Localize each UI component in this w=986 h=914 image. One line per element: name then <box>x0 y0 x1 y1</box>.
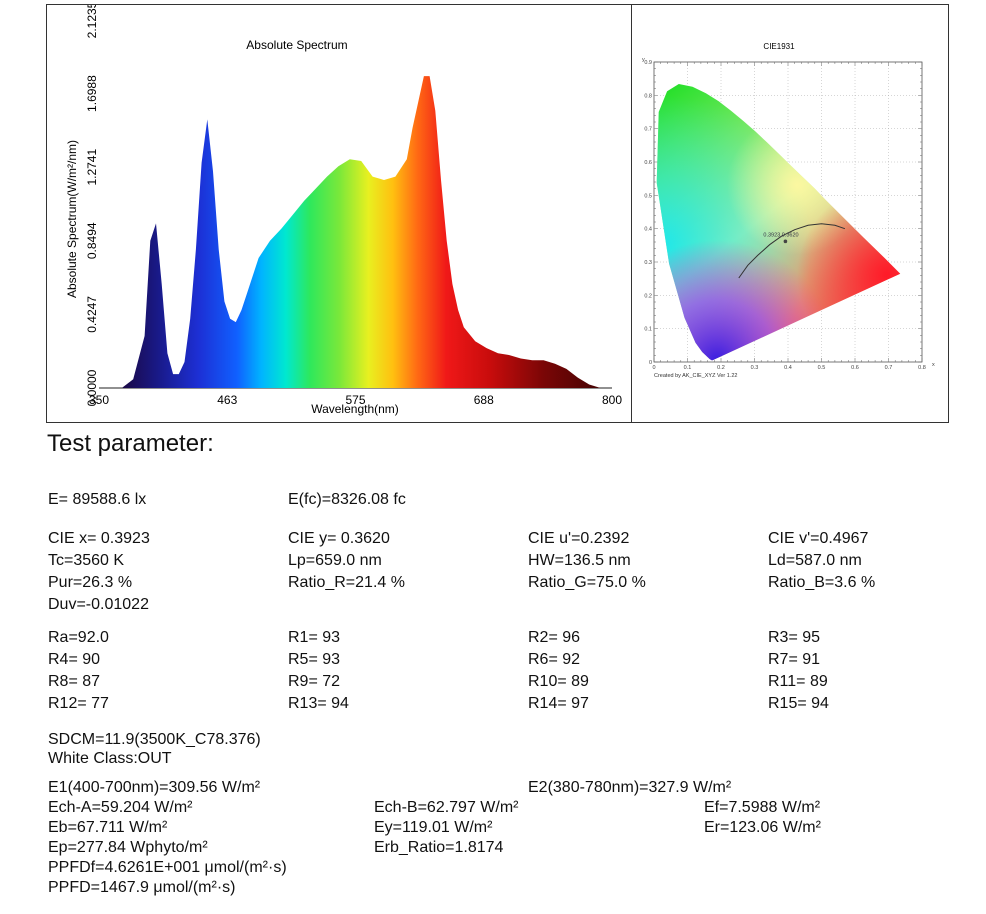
test-parameter-heading: Test parameter: <box>47 430 214 457</box>
cie-x-tick-label: 0.6 <box>851 365 859 371</box>
chromaticity-point-label: 0.3923,0.3620 <box>763 232 798 238</box>
spectrum-y-tick-label: 1.2741 <box>85 149 99 186</box>
cie-y-tick-label: 0.6 <box>644 160 652 166</box>
ey: Ey=119.01 W/m² <box>374 819 493 836</box>
cri-r4: R4= 90 <box>48 651 101 668</box>
eb: Eb=67.711 W/m² <box>48 819 168 836</box>
spectrum-x-ticks: 350 463 575 688 800 <box>89 393 622 407</box>
spectrum-x-tick-label: 575 <box>345 393 365 407</box>
ech-b: Ech-B=62.797 W/m² <box>374 799 519 816</box>
cri-r7: R7= 91 <box>768 651 821 668</box>
ef: Ef=7.5988 W/m² <box>704 799 821 816</box>
cie-y-tick-label: 0.2 <box>644 293 652 299</box>
cri-r11: R11= 89 <box>768 673 828 690</box>
cie-x: CIE x= 0.3923 <box>48 530 150 547</box>
ratio-g: Ratio_G=75.0 % <box>528 574 646 591</box>
spectrum-y-label: Absolute Spectrum(W/m²/nm) <box>65 140 79 298</box>
peak-wavelength: Lp=659.0 nm <box>288 552 382 569</box>
cie-y-tick-label: 0 <box>649 360 652 366</box>
cri-r15: R15= 94 <box>768 695 829 712</box>
spectrum-y-ticks: 0.0000 0.4247 0.8494 1.2741 1.6988 2.1235 <box>85 1 99 406</box>
spectrum-area <box>121 76 601 388</box>
cie-x-tick-label: 0.4 <box>784 365 792 371</box>
cie-y-tick-label: 0.1 <box>644 327 652 333</box>
spectrum-y-tick-label: 1.6988 <box>85 75 99 112</box>
spectrum-y-tick-label: 2.1235 <box>85 5 99 38</box>
cie-y-tick-label: 0.7 <box>644 127 652 133</box>
purity: Pur=26.3 % <box>48 574 133 591</box>
cie-y: CIE y= 0.3620 <box>288 530 390 547</box>
cie-y-ticks: 0 0.1 0.2 0.3 0.4 0.5 0.6 0.7 0.8 0.9 <box>644 60 652 366</box>
cie-x-tick-label: 0.7 <box>885 365 893 371</box>
cri-ra: Ra=92.0 <box>48 629 109 646</box>
cri-r2: R2= 96 <box>528 629 581 646</box>
cie-y-tick-label: 0.8 <box>644 93 652 99</box>
e1-irradiance: E1(400-700nm)=309.56 W/m² <box>48 779 261 796</box>
cri-r5: R5= 93 <box>288 651 341 668</box>
cri-r13: R13= 94 <box>288 695 349 712</box>
ppfd: PPFD=1467.9 μmol/(m²·s) <box>48 879 236 896</box>
cie-x-tick-label: 0.8 <box>918 365 926 371</box>
spectrum-y-tick-label: 0.0000 <box>85 369 99 406</box>
cie-y-tick-label: 0.9 <box>644 60 652 66</box>
cie-title: CIE1931 <box>763 42 795 51</box>
spectrum-x-tick-label: 463 <box>217 393 237 407</box>
cri-r14: R14= 97 <box>528 695 589 712</box>
cie-x-tick-label: 0.5 <box>818 365 826 371</box>
spectrum-x-tick-label: 350 <box>89 393 109 407</box>
planckian-locus <box>738 223 846 279</box>
cie-v: CIE v'=0.4967 <box>768 530 869 547</box>
cri-r9: R9= 72 <box>288 673 341 690</box>
spectrum-chart: Absolute Spectrum 350 463 575 688 800 0.0000… <box>65 1 622 416</box>
cie-u: CIE u'=0.2392 <box>528 530 630 547</box>
cie-chart: CIE1931 0.3923,0.3620 0 0.1 0.2 0.3 0.4 0.5 0.… <box>642 42 935 379</box>
cie-y-tick-label: 0.5 <box>644 193 652 199</box>
spectrum-title: Absolute Spectrum <box>246 38 347 52</box>
cie-chart-panel: CIE1931 0.3923,0.3620 0 0.1 0.2 0.3 0.4 0.5 0.… <box>631 4 949 423</box>
illuminance-fc: E(fc)=8326.08 fc <box>288 491 406 508</box>
cri-r8: R8= 87 <box>48 673 101 690</box>
cri-r10: R10= 89 <box>528 673 589 690</box>
cie-y-tick-label: 0.4 <box>644 227 652 233</box>
ppfdf: PPFDf=4.6261E+001 μmol/(m²·s) <box>48 859 287 876</box>
cri-r6: R6= 92 <box>528 651 581 668</box>
cri-r3: R3= 95 <box>768 629 821 646</box>
cie-y-label: y <box>642 57 645 63</box>
white-class: White Class:OUT <box>48 750 172 767</box>
ratio-b: Ratio_B=3.6 % <box>768 574 876 591</box>
cie-x-ticks: 0 0.1 0.2 0.3 0.4 0.5 0.6 0.7 0.8 <box>652 365 925 371</box>
spectrum-y-tick-label: 0.4247 <box>85 296 99 333</box>
duv: Duv=-0.01022 <box>48 596 149 613</box>
cie-x-tick-label: 0.2 <box>717 365 725 371</box>
cri-r12: R12= 77 <box>48 695 109 712</box>
erb-ratio: Erb_Ratio=1.8174 <box>374 839 504 856</box>
half-width: HW=136.5 nm <box>528 552 631 569</box>
dominant-wavelength: Ld=587.0 nm <box>768 552 862 569</box>
spectrum-chart-panel: Absolute Spectrum 350 463 575 688 800 0.0000… <box>46 1 633 423</box>
cie-x-tick-label: 0 <box>652 365 655 371</box>
cie-x-label: x <box>932 362 935 368</box>
er: Er=123.06 W/m² <box>704 819 821 836</box>
ep: Ep=277.84 Wphyto/m² <box>48 839 208 856</box>
spectrum-x-tick-label: 688 <box>474 393 494 407</box>
cie-y-tick-label: 0.3 <box>644 260 652 266</box>
cie-x-tick-label: 0.1 <box>684 365 692 371</box>
ech-a: Ech-A=59.204 W/m² <box>48 799 193 816</box>
e2-irradiance: E2(380-780nm)=327.9 W/m² <box>528 779 732 796</box>
spectrum-y-tick-label: 0.8494 <box>85 222 99 259</box>
illuminance: E= 89588.6 lx <box>48 491 147 508</box>
color-temperature: Tc=3560 K <box>48 552 125 569</box>
cie-footer: Created by AK_CIE_XYZ Ver 1.22 <box>654 373 737 379</box>
sdcm: SDCM=11.9(3500K_C78.376) <box>48 731 261 748</box>
ratio-r: Ratio_R=21.4 % <box>288 574 405 591</box>
spectrum-x-label: Wavelength(nm) <box>311 402 399 416</box>
cie-color-gamut <box>656 84 901 361</box>
cie-x-tick-label: 0.3 <box>751 365 759 371</box>
chromaticity-point <box>783 239 788 244</box>
spectrum-x-tick-label: 800 <box>602 393 622 407</box>
cri-r1: R1= 93 <box>288 629 341 646</box>
